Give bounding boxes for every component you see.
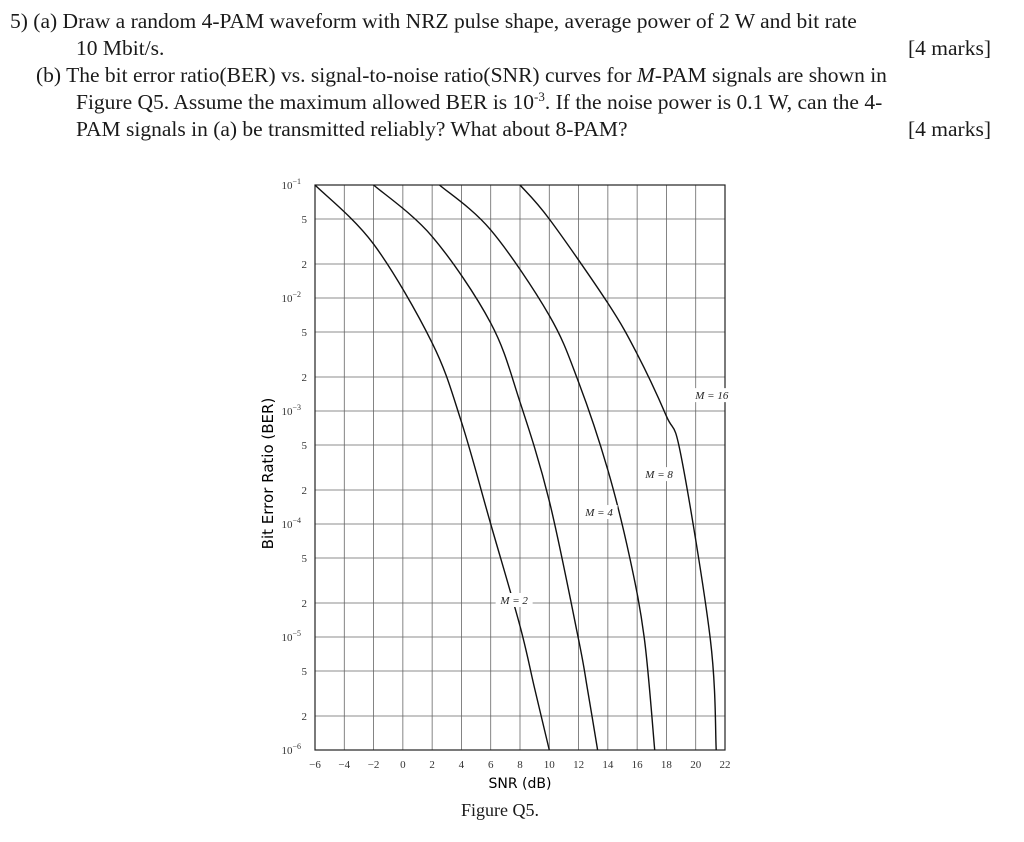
question-number: 5) xyxy=(10,9,28,33)
y-tick-label: 10−3 xyxy=(281,403,301,418)
y-tick-label: 5 xyxy=(302,214,308,226)
y-tick-label: 10−4 xyxy=(281,516,301,531)
y-tick-exponent: −1 xyxy=(292,178,301,186)
y-tick-label: 5 xyxy=(302,327,308,339)
series-label-bg xyxy=(690,388,734,403)
ber-curve xyxy=(439,184,656,751)
ber-curve xyxy=(314,184,550,751)
x-tick-label: 22 xyxy=(720,759,731,771)
y-axis-label: Bit Error Ratio (BER) xyxy=(259,398,277,550)
x-tick-labels: −6 −4 −2 0 2 4 6 8 10 12 14 16 18 20 22 xyxy=(309,759,730,771)
x-tick-label: 10 xyxy=(544,759,556,771)
x-tick-label: 0 xyxy=(400,759,406,771)
y-tick-exponent: −4 xyxy=(292,516,301,525)
y-tick-labels: 10−1 5 2 10−2 5 2 10−3 5 2 10−4 5 2 10−5 5 2 10−6 xyxy=(281,178,307,757)
series-label: M = 16 xyxy=(694,390,729,402)
x-tick-label: 6 xyxy=(488,759,494,771)
series-label: M = 8 xyxy=(644,469,673,481)
part-b-label: (b) xyxy=(36,63,62,87)
x-tick-label: −2 xyxy=(368,759,380,771)
ber-curve xyxy=(373,184,599,751)
x-axis-label: SNR (dB) xyxy=(489,776,552,792)
y-tick-label: 2 xyxy=(302,711,308,723)
part-a-text-line2: 10 Mbit/s. xyxy=(76,36,165,60)
x-tick-label: 14 xyxy=(602,759,614,771)
question-5b-line1: (b) The bit error ratio(BER) vs. signal-… xyxy=(36,62,887,89)
x-tick-label: 12 xyxy=(573,759,584,771)
y-tick-exponent: −2 xyxy=(292,290,301,299)
y-tick-label: 10−2 xyxy=(281,290,301,305)
series-labels: M = 2 M = 4 M = 8 M = 16 xyxy=(495,388,734,607)
y-tick-label: 10−6 xyxy=(281,742,301,757)
y-tick-label: 5 xyxy=(302,440,308,452)
figure-caption: Figure Q5. xyxy=(461,800,539,820)
series-label: M = 2 xyxy=(499,595,528,607)
question-5a-line1: 5) (a) Draw a random 4-PAM waveform with… xyxy=(10,8,857,35)
x-tick-label: −4 xyxy=(338,759,350,771)
ber-curves xyxy=(314,184,717,751)
part-a-label: (a) xyxy=(33,9,58,33)
part-b-text-line2: Figure Q5. Assume the maximum allowed BE… xyxy=(76,88,883,114)
y-tick-exponent: −5 xyxy=(292,629,301,638)
y-tick-label: 2 xyxy=(302,598,308,610)
y-tick-exponent: −3 xyxy=(292,403,301,412)
y-tick-label: 2 xyxy=(302,372,308,384)
ber-curve xyxy=(519,184,717,751)
part-b-text-line1: The bit error ratio(BER) vs. signal-to-n… xyxy=(66,63,887,87)
x-tick-label: 8 xyxy=(517,759,523,771)
y-tick-exponent: −6 xyxy=(292,742,301,751)
x-tick-label: −6 xyxy=(309,759,321,771)
y-tick-label: 5 xyxy=(302,553,308,565)
x-tick-label: 20 xyxy=(690,759,702,771)
part-b-text-line3: PAM signals in (a) be transmitted reliab… xyxy=(76,117,628,141)
series-label-bg xyxy=(640,467,678,482)
series-label-bg xyxy=(580,505,618,520)
x-tick-label: 4 xyxy=(459,759,465,771)
part-b-marks: [4 marks] xyxy=(908,117,991,141)
x-tick-label: 18 xyxy=(661,759,673,771)
part-a-marks: [4 marks] xyxy=(908,36,991,60)
y-tick-label: 10−5 xyxy=(281,629,301,644)
y-tick-label: 2 xyxy=(302,485,308,497)
y-tick-label: 2 xyxy=(302,259,308,271)
series-label-bg xyxy=(495,592,533,607)
y-tick-label: 5 xyxy=(302,666,308,678)
x-tick-label: 16 xyxy=(632,759,644,771)
series-label: M = 4 xyxy=(584,507,613,519)
part-a-text-line1: Draw a random 4-PAM waveform with NRZ pu… xyxy=(62,9,857,33)
x-tick-label: 2 xyxy=(429,759,435,771)
y-tick-label: 10−1 xyxy=(281,178,301,192)
